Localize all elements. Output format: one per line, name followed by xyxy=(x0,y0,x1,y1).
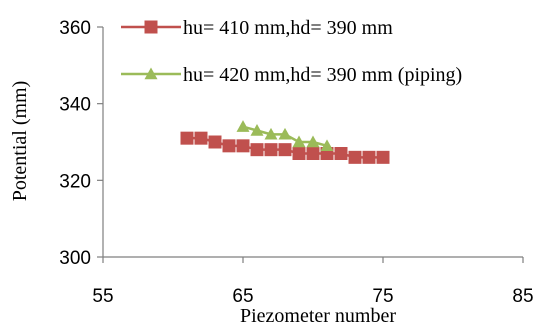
x-tick-label: 85 xyxy=(512,286,533,307)
legend: hu= 410 mm,hd= 390 mm hu= 420 mm,hd= 390 … xyxy=(121,17,462,86)
series-2-point xyxy=(264,127,278,140)
series-1-point xyxy=(348,150,362,164)
series-1-point xyxy=(194,131,208,145)
series-1-point xyxy=(362,150,376,164)
legend-marker xyxy=(144,67,158,80)
series-2-point xyxy=(306,135,320,148)
legend-label: hu= 420 mm,hd= 390 mm (piping) xyxy=(183,64,462,86)
x-tick-labels: 55 65 75 85 xyxy=(92,286,533,307)
series-1-point xyxy=(250,143,264,157)
series-2-point xyxy=(292,135,306,148)
series-1-point xyxy=(264,143,278,157)
y-tick-label: 320 xyxy=(59,171,91,192)
x-tick-label: 65 xyxy=(232,286,253,307)
y-tick-label: 300 xyxy=(59,248,91,269)
axes xyxy=(97,26,524,263)
x-tick-label: 75 xyxy=(372,286,393,307)
series-1 xyxy=(180,131,390,164)
series-1-point xyxy=(376,150,390,164)
legend-label: hu= 410 mm,hd= 390 mm xyxy=(183,17,393,39)
series-2-point xyxy=(278,127,292,140)
series-2 xyxy=(236,120,334,152)
series-layer xyxy=(180,120,390,164)
y-tick-labels: 300 320 340 360 xyxy=(59,18,91,269)
series-1-point xyxy=(278,143,292,157)
series-1-point xyxy=(236,139,250,153)
y-axis-title: Potential (mm) xyxy=(9,81,31,202)
series-1-point xyxy=(180,131,194,145)
x-tick-label: 55 xyxy=(92,286,113,307)
y-tick-label: 340 xyxy=(59,95,91,116)
series-1-point xyxy=(306,147,320,160)
series-1-point xyxy=(208,135,222,149)
series-2-point xyxy=(236,120,250,132)
series-1-point xyxy=(292,147,306,160)
y-tick-label: 360 xyxy=(59,18,91,39)
series-1-point xyxy=(222,139,236,153)
series-1-point xyxy=(334,147,348,160)
series-2-point xyxy=(320,139,334,152)
legend-marker xyxy=(144,20,158,34)
series-2-point xyxy=(250,124,264,136)
x-axis-title: Piezometer number xyxy=(240,305,396,327)
